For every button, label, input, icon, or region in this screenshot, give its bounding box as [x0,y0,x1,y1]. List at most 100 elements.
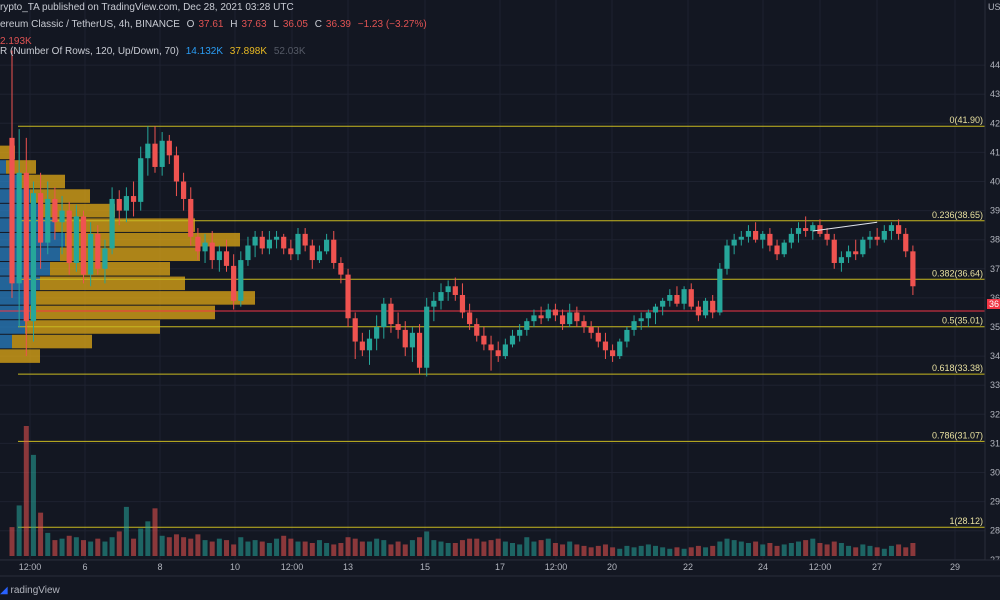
candle-body [374,327,380,339]
volume-bar [681,548,687,556]
price-tick-label: 43 [990,89,1000,99]
vpvr-label[interactable]: R (Number Of Rows, 120, Up/Down, 70) [0,46,179,57]
volume-indicator-line: 2.193K [0,36,36,47]
candle-body [881,230,887,240]
candle-body [424,306,430,368]
candle-body [195,236,201,252]
time-tick-label: 12:00 [19,562,42,572]
time-tick-label: 12:00 [809,562,832,572]
price-tick-label: 42 [990,118,1000,128]
candle-body [73,216,79,263]
volume-bar [531,541,537,556]
ohlc-open-value: 37.61 [198,19,224,30]
volume-bar [574,544,580,556]
candle-body [231,265,237,301]
volume-bar [52,540,58,556]
time-tick-label: 17 [495,562,505,572]
volume-bar [452,543,458,556]
price-tick-label: 41 [990,147,1000,157]
tradingview-brand: ◢ radingView [0,585,60,596]
candlesticks[interactable] [9,50,916,377]
price-tick-label: 40 [990,177,1000,187]
candle-body [273,236,280,240]
candle-body [660,300,666,307]
vpvr-total-value: 52.03K [273,46,306,57]
volume-bar [817,543,823,556]
volume-bar [560,544,566,556]
volume-bar [767,543,773,556]
candle-body [324,239,330,252]
volume-bar [145,521,151,556]
volume-bar [73,537,79,556]
candle-body [16,172,22,284]
volume-bar [331,544,337,556]
volume-bar [810,538,816,556]
volume-bar [109,537,115,556]
candle-body [209,242,215,261]
candle-body [731,239,737,246]
candle-body [159,140,165,167]
volume-bar [495,538,501,556]
candle-body [431,300,437,307]
candle-body [223,251,230,266]
fibonacci-retracement[interactable]: 0(41.90) 0.236(38.65) 0.382(36.64) 0.5(35.0… [0,115,985,528]
candle-body [259,236,265,249]
volume-bar [481,541,487,556]
candle-body [295,233,301,255]
price-tick-label: 35 [990,322,1000,332]
candle-body [509,335,516,345]
vp-bar-down [20,174,65,189]
fib-level-label: 0(41.90) [949,115,983,125]
candle-body [9,137,15,284]
volume-bar [781,544,787,556]
candle-body [867,236,873,240]
price-tick-label: 29 [990,497,1000,507]
volume-bar [545,538,551,556]
candle-body [853,251,859,255]
volume-bar [595,545,601,556]
price-tick-label: 44 [990,60,1000,70]
candle-body [366,338,373,351]
candle-body [781,242,787,255]
chart-header-line1: rypto_TA published on TradingView.com, D… [0,2,298,13]
tradingview-logo-icon: ◢ [0,585,8,596]
volume-bar [309,543,315,556]
candle-body [667,294,673,301]
trend-line-segment [812,221,878,232]
volume-bar [409,540,415,556]
volume-bar [524,537,530,556]
price-tick-label: 30 [990,468,1000,478]
volume-bar [738,541,744,556]
symbol-title[interactable]: ereum Classic / TetherUS, 4h, BINANCE [0,19,180,30]
vpvr-down-value: 37.898K [229,46,268,57]
volume-bar [488,540,494,556]
candle-body [59,210,65,223]
volume-bar [45,532,51,556]
ohlc-high-value: 37.63 [241,19,267,30]
volume-bar [896,544,902,556]
candle-body [445,286,451,293]
candle-body [109,198,115,249]
volume-bar [459,540,465,556]
candle-body [774,245,780,255]
volume-bar [266,543,272,556]
ohlc-open-label: O [186,19,195,30]
time-tick-label: 10 [230,562,240,572]
trend-line[interactable] [812,221,878,232]
volume-bar [660,547,666,556]
fib-level-label: 0.236(38.65) [932,210,983,220]
volume-bar [374,538,380,556]
candle-body [531,315,537,322]
vp-bar-down [0,349,40,363]
volume-bar [395,541,401,556]
candle-body [281,236,287,249]
candle-body [767,233,773,246]
volume-bar [424,531,430,556]
volume-bar [867,545,873,556]
candle-body [567,312,573,325]
candle-body [23,172,29,322]
volume-bar [16,505,22,556]
candle-body [824,233,830,240]
